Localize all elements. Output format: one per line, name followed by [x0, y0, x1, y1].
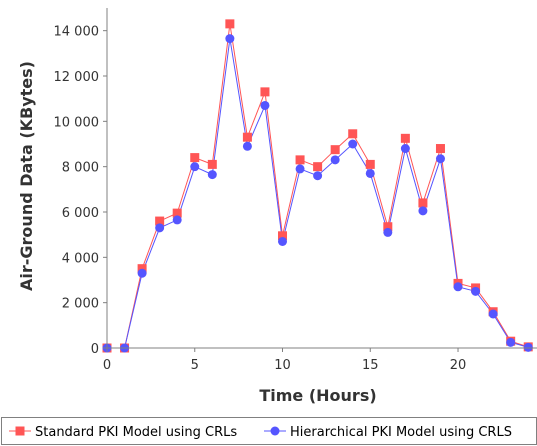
data-point-circle: [488, 309, 498, 319]
data-point-circle: [471, 286, 481, 296]
data-point-circle: [418, 206, 428, 216]
plot-area: [102, 19, 533, 353]
data-point-square: [172, 208, 182, 218]
y-tick-label: 6 000: [62, 206, 99, 221]
x-axis-title: Time (Hours): [259, 386, 376, 405]
data-point-circle: [207, 170, 217, 180]
y-tick-label: 4 000: [62, 251, 99, 266]
legend: Standard PKI Model using CRLs Hierarchica…: [1, 417, 537, 445]
data-point-circle: [260, 100, 270, 110]
data-point-square: [365, 159, 375, 169]
y-tick-label: 14 000: [54, 25, 100, 40]
data-point-circle: [383, 227, 393, 237]
data-point-circle: [330, 155, 340, 165]
axes: 0 2 000 4 000 6 000 8 000 10 000 12 000 14 000 0…: [54, 8, 537, 373]
x-tick-label: 0: [103, 358, 111, 373]
legend-label: Hierarchical PKI Model using CRLS: [290, 425, 512, 440]
y-tick-label: 8 000: [62, 161, 99, 176]
series-line: [107, 38, 529, 349]
data-point-square: [207, 159, 217, 169]
x-tick-label: 10: [274, 358, 291, 373]
data-point-circle: [242, 141, 252, 151]
legend-swatch-circle: [270, 426, 280, 436]
y-tick-label: 12 000: [54, 70, 100, 85]
y-tick-label: 2 000: [62, 297, 99, 312]
data-point-circle: [155, 223, 165, 233]
data-point-square: [225, 19, 235, 29]
x-tick-label: 15: [362, 358, 379, 373]
data-point-square: [190, 153, 200, 163]
data-point-square: [400, 133, 410, 143]
data-point-circle: [137, 268, 147, 278]
data-point-circle: [313, 171, 323, 181]
y-tick-label: 10 000: [54, 115, 100, 130]
data-point-circle: [225, 34, 235, 44]
legend-label: Standard PKI Model using CRLs: [35, 425, 237, 440]
data-point-square: [137, 264, 147, 274]
data-point-circle: [506, 337, 516, 347]
data-point-square: [295, 155, 305, 165]
data-point-square: [242, 132, 252, 142]
data-point-square: [278, 231, 288, 241]
data-point-circle: [365, 168, 375, 178]
data-point-circle: [400, 144, 410, 154]
data-point-circle: [172, 215, 182, 225]
x-tick-label: 5: [191, 358, 199, 373]
data-point-square: [383, 222, 393, 232]
data-point-square: [155, 216, 165, 226]
data-point-square: [348, 129, 358, 139]
data-point-circle: [278, 236, 288, 246]
data-point-square: [313, 162, 323, 172]
y-tick-label: 0: [91, 342, 99, 357]
x-tick-label: 20: [450, 358, 467, 373]
data-point-square: [418, 198, 428, 208]
data-point-square: [260, 87, 270, 97]
y-axis-title: Air-Ground Data (KBytes): [17, 61, 36, 291]
data-point-circle: [453, 282, 463, 292]
data-point-square: [435, 144, 445, 154]
data-point-circle: [435, 154, 445, 164]
data-point-circle: [295, 164, 305, 174]
data-point-circle: [190, 162, 200, 172]
data-point-circle: [348, 139, 358, 149]
legend-swatch-square: [15, 426, 25, 436]
data-point-circle: [523, 342, 533, 352]
data-point-square: [330, 145, 340, 155]
series-line: [107, 23, 529, 349]
